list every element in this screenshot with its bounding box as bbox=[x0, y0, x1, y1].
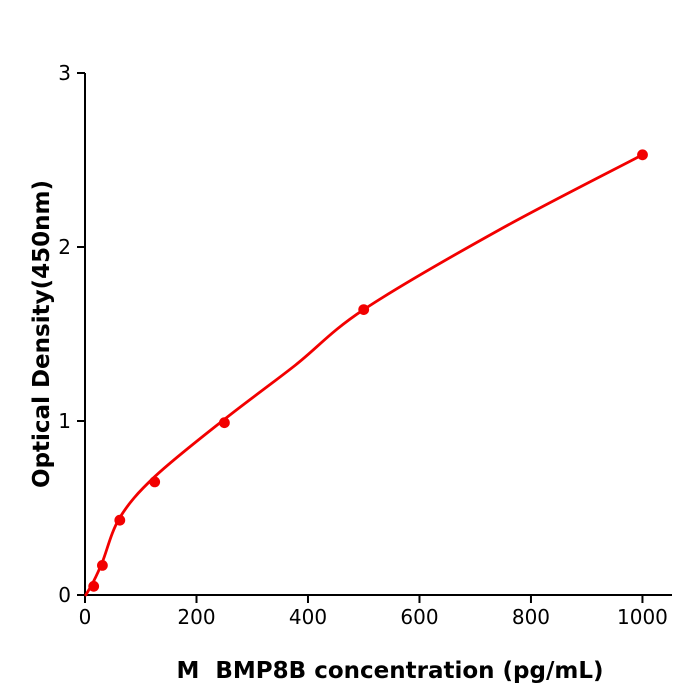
x-tick-label: 200 bbox=[177, 605, 215, 629]
y-tick-label: 2 bbox=[58, 235, 71, 259]
y-tick-label: 1 bbox=[58, 409, 71, 433]
x-tick-label: 0 bbox=[79, 605, 92, 629]
data-point bbox=[358, 304, 370, 315]
data-point bbox=[88, 580, 100, 592]
axis-spines bbox=[84, 73, 672, 596]
data-point bbox=[114, 514, 126, 526]
x-tick-label: 600 bbox=[400, 605, 438, 629]
data-point bbox=[149, 476, 161, 488]
x-axis-title: M BMP8B concentration (pg/mL) bbox=[176, 658, 604, 684]
y-tick-label: 3 bbox=[58, 61, 71, 85]
data-point bbox=[97, 560, 108, 571]
x-tick-label: 1000 bbox=[617, 605, 668, 629]
data-point bbox=[219, 417, 230, 429]
x-tick-label: 800 bbox=[512, 605, 550, 629]
y-tick-label: 0 bbox=[58, 583, 71, 607]
fit-curve-line bbox=[84, 153, 644, 597]
x-tick-label: 400 bbox=[289, 605, 327, 629]
y-axis-title: Optical Density(450nm) bbox=[29, 180, 55, 488]
data-point bbox=[637, 149, 648, 161]
